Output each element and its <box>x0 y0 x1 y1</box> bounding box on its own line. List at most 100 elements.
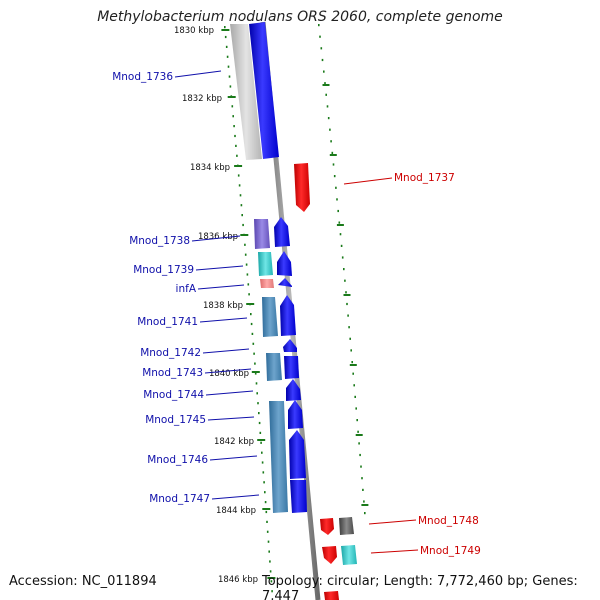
guide-dot <box>354 395 356 398</box>
guide-dot <box>258 421 261 425</box>
guide-dot <box>346 302 348 306</box>
gene-label[interactable]: Mnod_1748 <box>418 515 479 527</box>
guide-dot <box>320 47 323 50</box>
gene-label[interactable]: Mnod_1747 <box>149 493 210 505</box>
guide-dot <box>224 26 226 29</box>
guide-dot <box>344 279 346 282</box>
leader-line <box>343 177 393 185</box>
tick-label: 1846 kbp <box>218 575 258 585</box>
gene-label[interactable]: Mnod_1737 <box>394 172 455 184</box>
cds-arrow <box>290 480 307 513</box>
guide-dot <box>239 194 242 197</box>
guide-dot <box>337 209 339 213</box>
reverse-cds-track <box>294 163 339 600</box>
guide-dot <box>251 332 254 335</box>
gene-label[interactable]: Mnod_1743 <box>142 367 203 379</box>
guide-dot <box>242 223 244 227</box>
guide-dot <box>236 154 238 157</box>
gene-label[interactable]: Mnod_1741 <box>137 316 198 328</box>
gene-label[interactable]: Mnod_1746 <box>147 454 208 466</box>
guide-dot <box>244 243 246 246</box>
gene-label[interactable]: Mnod_1745 <box>145 414 206 426</box>
guide-dot <box>343 268 345 271</box>
guide-dot <box>234 134 236 138</box>
leader-line <box>202 348 250 354</box>
cog-box <box>269 401 288 513</box>
leader-line <box>205 390 254 396</box>
cds-arrow <box>288 400 303 429</box>
guide-dot <box>352 372 354 375</box>
guide-dot <box>245 263 248 266</box>
guide-dot <box>336 198 338 201</box>
guide-dot <box>338 221 341 224</box>
leader-line <box>204 368 252 374</box>
guide-dot <box>350 349 352 352</box>
guide-dot <box>238 184 241 187</box>
guide-dot <box>327 117 330 120</box>
leader-line <box>195 265 244 271</box>
guide-dot <box>324 82 326 85</box>
guide-dot <box>248 293 250 296</box>
tick-label: 1832 kbp <box>182 94 222 104</box>
guide-dot <box>269 560 271 563</box>
guide-dot <box>348 326 350 329</box>
guide-dot <box>231 105 234 108</box>
leader-line <box>368 519 417 525</box>
cds-arrow <box>286 379 301 401</box>
leader-line <box>174 70 222 78</box>
gene-label[interactable]: Mnod_1738 <box>129 235 190 247</box>
guide-dot <box>225 45 228 48</box>
guide-dot <box>265 510 268 514</box>
cds-arrow <box>283 339 297 352</box>
guide-dot <box>326 105 329 108</box>
cog-box <box>230 24 262 160</box>
guide-dot <box>361 477 363 480</box>
tick-label: 1840 kbp <box>209 369 249 379</box>
guide-dot <box>258 412 260 415</box>
guide-dot <box>264 501 267 504</box>
gene-label[interactable]: Mnod_1736 <box>112 71 173 83</box>
tick-label: 1844 kbp <box>216 506 256 516</box>
cog-box <box>339 517 354 535</box>
guide-dot <box>250 313 252 316</box>
cds-arrow <box>320 518 334 535</box>
guide-dot <box>264 491 266 494</box>
leader-line <box>191 235 241 242</box>
cds-arrow <box>249 22 279 159</box>
tick-labels: 1830 kbp 1832 kbp 1834 kbp 1836 kbp 1838… <box>174 26 258 585</box>
guide-dot <box>228 75 231 78</box>
guide-dot <box>237 174 240 177</box>
guide-dot <box>355 407 357 410</box>
leader-line <box>211 494 260 500</box>
guide-dot <box>321 58 324 62</box>
guide-dot <box>254 362 256 365</box>
cds-arrow <box>322 546 337 564</box>
guide-dot <box>330 140 332 143</box>
guide-dot <box>323 70 325 73</box>
guide-dot <box>226 55 229 58</box>
guide-dot <box>250 322 253 326</box>
guide-dot <box>224 35 227 39</box>
guide-dot <box>262 471 265 474</box>
gene-label[interactable]: Mnod_1739 <box>133 264 194 276</box>
guide-dot <box>271 590 273 593</box>
cog-box <box>341 545 357 565</box>
guide-dot <box>266 520 268 523</box>
map-title: Methylobacterium nodulans ORS 2060, comp… <box>97 9 503 25</box>
guide-dot <box>319 35 321 38</box>
cds-arrow <box>324 591 339 600</box>
guide-dot <box>360 465 362 468</box>
guide-dot <box>364 512 366 515</box>
cds-arrow <box>294 163 310 212</box>
guide-dot <box>255 382 258 385</box>
guide-dot <box>247 283 250 286</box>
gene-label[interactable]: Mnod_1749 <box>420 545 481 557</box>
gene-label[interactable]: infA <box>176 283 197 295</box>
guide-dot <box>349 337 351 340</box>
gene-label[interactable]: Mnod_1742 <box>140 347 201 359</box>
guide-dot <box>351 361 353 364</box>
cog-box <box>254 219 270 249</box>
gene-label[interactable]: Mnod_1744 <box>143 389 204 401</box>
guide-dot <box>233 125 235 128</box>
